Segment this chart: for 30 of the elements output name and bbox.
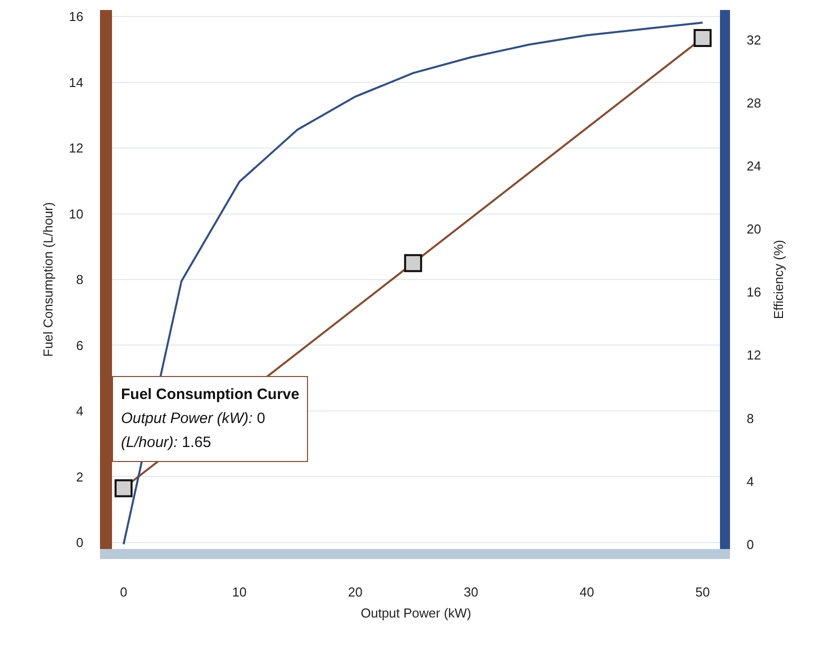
- x-tick-label: 30: [464, 584, 478, 600]
- x-tick-label: 50: [695, 584, 710, 600]
- y-tick-label: 12: [68, 140, 84, 156]
- y-tick-label: 6: [76, 338, 84, 353]
- y2-tick-label: 0: [746, 536, 754, 552]
- x-tick-label: 20: [348, 584, 362, 600]
- x-tick-label: 0: [120, 584, 128, 600]
- annotation: Fuel Consumption Curve: [121, 386, 300, 403]
- y-tick-label: 16: [68, 9, 84, 24]
- y2-tick-label: 24: [746, 158, 762, 174]
- y2-tick-label: 4: [746, 474, 754, 489]
- y2-tick-label: 12: [746, 348, 762, 363]
- y-axis-title: Fuel Consumption (L/hour): [40, 202, 56, 357]
- y-tick-label: 4: [76, 404, 84, 419]
- x-tick-label: 40: [580, 584, 594, 600]
- y-tick-label: 10: [68, 206, 84, 222]
- annotation: Output Power (kW): 0: [121, 408, 266, 429]
- y2-tick-label: 28: [746, 96, 762, 111]
- y-tick-label: 0: [76, 534, 84, 550]
- annotation: (L/hour): 1.65: [121, 432, 212, 453]
- y2-axis-title: Efficiency (%): [771, 240, 786, 320]
- y-tick-label: 2: [76, 469, 84, 484]
- y2-tick-label: 20: [746, 222, 762, 237]
- x-axis-title: Output Power (kW): [360, 606, 472, 621]
- x-tick-label: 10: [232, 584, 247, 600]
- y-tick-label: 14: [68, 74, 84, 90]
- y2-tick-label: 8: [746, 410, 754, 426]
- y2-tick-label: 16: [746, 284, 762, 300]
- y2-tick-label: 32: [746, 32, 762, 48]
- y-tick-label: 8: [76, 272, 84, 288]
